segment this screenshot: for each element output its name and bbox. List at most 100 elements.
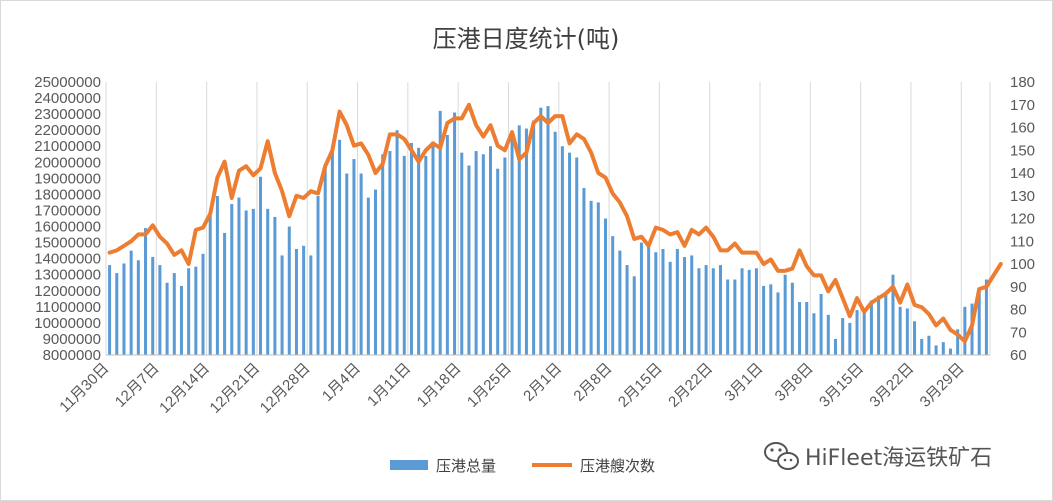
- bar: [381, 154, 385, 355]
- y-left-tick-label: 13000000: [34, 267, 101, 284]
- bar: [833, 338, 837, 355]
- bar: [417, 147, 421, 355]
- y-left-tick-label: 17000000: [34, 202, 101, 219]
- bar: [539, 107, 543, 355]
- bar: [179, 285, 183, 355]
- bar: [862, 308, 866, 355]
- bar: [431, 141, 435, 355]
- bar: [754, 268, 758, 355]
- bar: [287, 226, 291, 355]
- y-left-tick-label: 14000000: [34, 251, 101, 268]
- y-left-tick-label: 10000000: [34, 315, 101, 332]
- chart-title: 压港日度统计(吨): [433, 25, 620, 53]
- bar: [941, 342, 945, 355]
- bar: [172, 273, 176, 355]
- bar: [467, 165, 471, 355]
- bar: [704, 265, 708, 355]
- bar: [244, 210, 248, 355]
- bar: [409, 143, 413, 355]
- bar: [165, 282, 169, 355]
- watermark: HiFleet海运铁矿石: [764, 442, 992, 471]
- bar-series: [108, 106, 988, 355]
- y-left-tick-label: 18000000: [34, 186, 101, 203]
- bar: [517, 125, 521, 355]
- bar: [711, 268, 715, 355]
- bar: [884, 292, 888, 355]
- bar: [934, 345, 938, 355]
- y-left-tick-label: 11000000: [35, 299, 101, 316]
- bar: [402, 155, 406, 355]
- bar: [524, 128, 528, 355]
- bar: [877, 295, 881, 355]
- legend-swatch-bar: [390, 460, 428, 470]
- bar: [683, 257, 687, 355]
- bar: [812, 313, 816, 355]
- bar: [776, 292, 780, 355]
- wechat-icon: [764, 442, 799, 470]
- y-left-tick-label: 19000000: [34, 170, 101, 187]
- bar: [259, 176, 263, 355]
- legend-label-bar: 压港总量: [436, 457, 496, 475]
- bar: [445, 134, 449, 355]
- bar: [740, 268, 744, 355]
- bar: [338, 139, 342, 355]
- bar: [905, 308, 909, 355]
- y-right-tick-label: 60: [1010, 347, 1027, 364]
- y-right-tick-label: 110: [1010, 233, 1034, 250]
- bar: [589, 200, 593, 355]
- bar: [718, 265, 722, 355]
- bar: [625, 265, 629, 355]
- bar: [323, 163, 327, 355]
- y-right-tick-label: 120: [1010, 211, 1035, 228]
- bar: [316, 196, 320, 355]
- bar: [661, 249, 665, 355]
- bar: [345, 173, 349, 355]
- bar: [187, 268, 191, 355]
- bar: [647, 244, 651, 355]
- bar: [266, 208, 270, 355]
- bar: [726, 279, 730, 355]
- bar: [769, 284, 773, 355]
- bar: [798, 302, 802, 355]
- bar: [596, 202, 600, 355]
- bar: [330, 146, 334, 355]
- bar: [611, 236, 615, 355]
- bar: [984, 279, 988, 355]
- bar: [568, 152, 572, 355]
- y-left-tick-label: 9000000: [43, 331, 101, 348]
- y-left-tick-label: 23000000: [34, 106, 101, 123]
- bar: [697, 268, 701, 355]
- bar: [618, 250, 622, 355]
- bar: [388, 151, 392, 355]
- bar: [948, 348, 952, 355]
- bar: [503, 157, 507, 355]
- bar: [920, 338, 924, 355]
- y-left-tick-label: 20000000: [34, 154, 101, 171]
- bar: [632, 276, 636, 355]
- y-right-tick-label: 140: [1010, 165, 1035, 182]
- bar: [144, 228, 148, 355]
- bar: [496, 168, 500, 355]
- bar: [668, 261, 672, 355]
- bar: [805, 302, 809, 355]
- bar: [294, 249, 298, 355]
- y-left-tick-label: 25000000: [34, 74, 101, 91]
- y-right-tick-label: 90: [1010, 279, 1027, 296]
- bar: [869, 300, 873, 355]
- bar: [453, 112, 457, 355]
- bar: [690, 255, 694, 355]
- y-right-tick-label: 150: [1010, 142, 1035, 159]
- bar: [510, 133, 514, 355]
- bar: [841, 318, 845, 355]
- bar: [366, 197, 370, 355]
- bar: [848, 322, 852, 355]
- bar: [913, 321, 917, 355]
- bar: [352, 159, 356, 355]
- line-series: [107, 102, 1003, 344]
- bar: [280, 255, 284, 355]
- bar: [136, 260, 140, 355]
- bar: [223, 232, 227, 355]
- bar: [151, 257, 155, 355]
